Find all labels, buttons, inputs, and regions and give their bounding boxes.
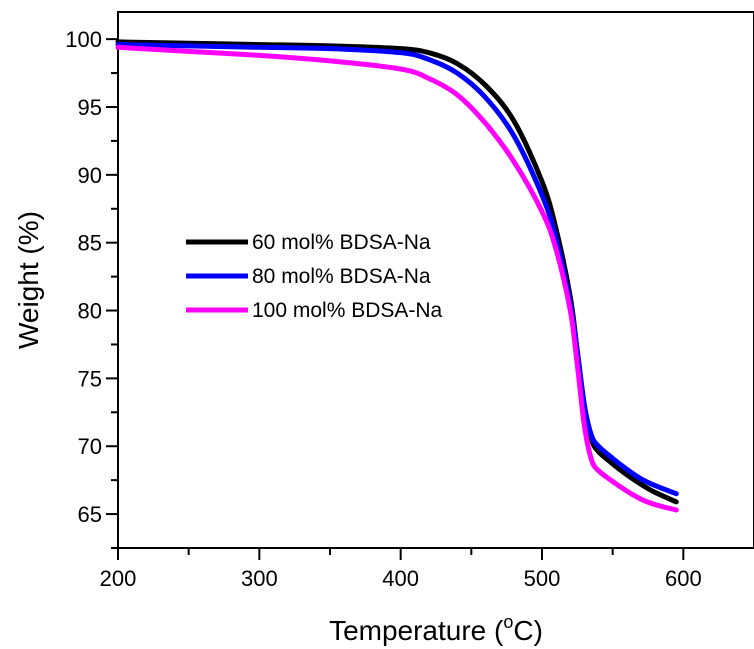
y-tick-label-75: 75 xyxy=(78,366,102,391)
y-tick-label-95: 95 xyxy=(78,95,102,120)
legend-label-80: 80 mol% BDSA-Na xyxy=(252,265,431,288)
x-tick-label-200: 200 xyxy=(100,566,137,591)
y-tick-label-65: 65 xyxy=(78,502,102,527)
x-tick-label-600: 600 xyxy=(665,566,702,591)
x-axis-title-degree: o xyxy=(503,612,513,632)
x-tick-label-300: 300 xyxy=(241,566,278,591)
y-axis-ticks: 65 70 75 80 85 90 95 100 xyxy=(65,27,118,549)
y-axis-title: Weight (%) xyxy=(13,211,44,349)
y-tick-label-90: 90 xyxy=(78,163,102,188)
legend: 60 mol% BDSA-Na 80 mol% BDSA-Na 100 mol%… xyxy=(186,231,443,322)
x-axis-title-unit: C) xyxy=(513,615,543,646)
x-axis-title-text: Temperature ( xyxy=(329,615,504,646)
y-tick-label-100: 100 xyxy=(65,27,102,52)
y-tick-label-70: 70 xyxy=(78,434,102,459)
x-tick-label-500: 500 xyxy=(524,566,561,591)
legend-label-60: 60 mol% BDSA-Na xyxy=(252,231,431,254)
legend-label-100: 100 mol% BDSA-Na xyxy=(252,299,443,322)
x-tick-label-400: 400 xyxy=(382,566,419,591)
series-line-2 xyxy=(115,42,679,497)
plot-area: 200 300 400 500 600 65 70 75 80 85 90 95 100 xyxy=(65,11,754,591)
y-tick-label-80: 80 xyxy=(78,299,102,324)
x-axis-ticks: 200 300 400 500 600 xyxy=(100,548,702,591)
series-line-1 xyxy=(115,39,679,505)
series-line-3 xyxy=(115,44,679,513)
x-axis-title: Temperature (oC) xyxy=(329,612,543,646)
y-tick-label-85: 85 xyxy=(78,231,102,256)
series-lines xyxy=(115,39,679,513)
plot-frame xyxy=(117,11,754,549)
